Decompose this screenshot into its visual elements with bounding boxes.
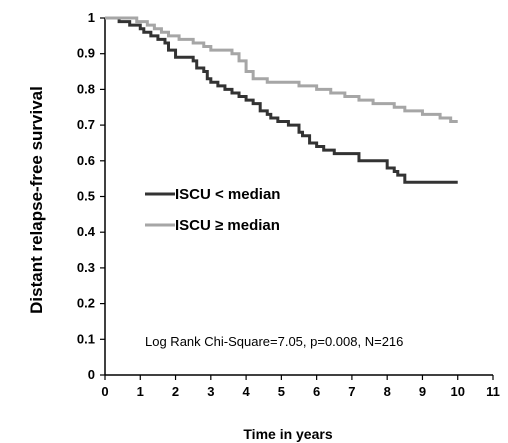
x-tick-label: 4 (242, 384, 250, 399)
x-tick-label: 0 (101, 384, 108, 399)
y-tick-label: 0 (88, 367, 95, 382)
x-tick-label: 7 (348, 384, 355, 399)
axis-ticks: 0 1 2 3 4 5 6 7 8 9 10 11 0 0.1 0.2 0.3 0.4 0.5 0.6 0.7 0.8 0… (77, 10, 500, 399)
x-tick-label: 10 (450, 384, 464, 399)
y-tick-label: 0.8 (77, 81, 95, 96)
y-tick-label: 1 (88, 10, 95, 25)
y-tick-label: 0.5 (77, 189, 95, 204)
y-axis-title: Distant relapse-free survival (27, 86, 46, 314)
x-tick-label: 6 (313, 384, 320, 399)
axes (104, 18, 493, 376)
y-tick-label: 0.6 (77, 153, 95, 168)
legend-label-series-0: ISCU < median (175, 186, 280, 203)
x-tick-label: 8 (384, 384, 391, 399)
y-tick-label: 0.3 (77, 260, 95, 275)
series-layer (105, 16, 458, 184)
x-tick-label: 1 (137, 384, 144, 399)
series-line-1 (105, 16, 458, 124)
x-tick-label: 2 (172, 384, 179, 399)
y-tick-label: 0.1 (77, 331, 95, 346)
x-tick-label: 9 (419, 384, 426, 399)
legend: ISCU < median ISCU ≥ median (145, 186, 280, 234)
legend-label-series-1: ISCU ≥ median (175, 217, 280, 234)
x-axis-title: Time in years (243, 426, 332, 442)
x-tick-label: 5 (278, 384, 285, 399)
y-tick-label: 0.7 (77, 117, 95, 132)
series-line-0 (105, 16, 458, 184)
log-rank-annotation: Log Rank Chi-Square=7.05, p=0.008, N=216 (145, 334, 403, 349)
x-tick-label: 11 (486, 384, 500, 399)
x-tick-label: 3 (207, 384, 214, 399)
y-tick-label: 0.2 (77, 296, 95, 311)
y-tick-label: 0.4 (77, 224, 96, 239)
y-tick-label: 0.9 (77, 46, 95, 61)
